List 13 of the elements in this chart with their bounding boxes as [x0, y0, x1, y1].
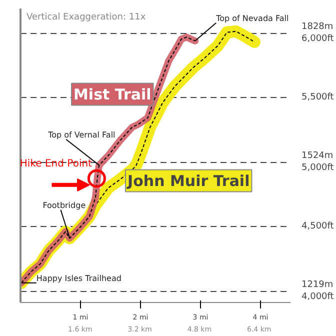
annotation: Top of Nevada Fall [215, 14, 289, 23]
annotation: Hike End Point [20, 158, 92, 170]
y-tick-label: 4,500ft [302, 222, 334, 232]
y-tick-label: 5,500ft [302, 92, 334, 103]
annotation: Happy Isles Trailhead [36, 274, 122, 283]
series-label: Mist Trail [74, 85, 152, 104]
y-tick-label: 1524m 5,000ft [302, 151, 334, 174]
annotation: Footbridge [42, 200, 86, 210]
annotation: Top of Vernal Fall [47, 130, 116, 140]
y-tick-label: 1219m 4,000ft [302, 280, 334, 302]
annotation: Vertical Exaggeration: 11x [26, 12, 146, 22]
y-tick-label: 1828m 6,000ft [302, 22, 334, 44]
series-label: John Muir Trail [126, 172, 250, 190]
